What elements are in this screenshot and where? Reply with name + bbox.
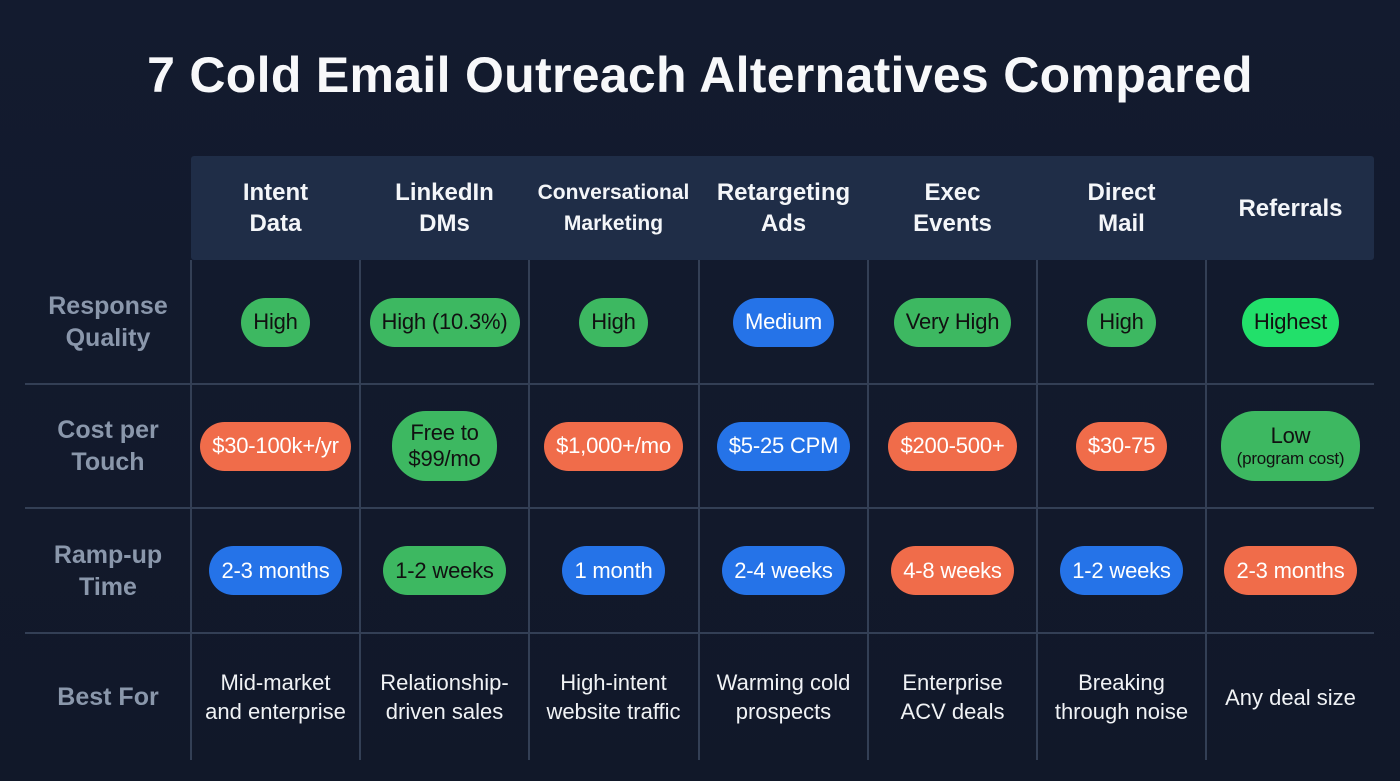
row-label-ramp-up-time: Ramp-up Time [53,540,163,601]
best-for-text: Warming cold prospects [716,670,851,724]
table-cell: $200-500+ [868,384,1037,508]
table-cell: Breaking through noise [1037,633,1206,761]
grid-divider [190,260,192,760]
table-cell: Mid-market and enterprise [191,633,360,761]
table-cell: $1,000+/mo [529,384,698,508]
row-label-cost-per-touch: Cost per Touch [57,416,159,476]
column-header-retargeting-ads: Retargeting Ads [716,179,851,237]
status-badge: Very High [893,297,1012,347]
table-cell: 2-3 months [1206,508,1375,633]
table-cell: 2-3 months [191,508,360,633]
table-cell: Very High [868,260,1037,384]
grid-divider [25,383,1374,385]
status-badge: 1-2 weeks [383,546,506,595]
status-badge: $30-100k+/yr [200,421,351,471]
column-header-direct-mail: Direct Mail [1087,179,1156,237]
table-cell: Enterprise ACV deals [868,633,1037,761]
table-cell: $30-100k+/yr [191,384,360,508]
table-cell: Low (program cost) [1206,384,1375,508]
best-for-text: Relationship- driven sales [380,670,509,724]
best-for-text: Enterprise ACV deals [900,670,1005,724]
status-badge: $200-500+ [888,421,1017,471]
table-cell: High-intent website traffic [529,633,698,761]
grid-divider [698,260,700,760]
status-badge: Free to $99/mo [392,411,497,481]
grid-divider [1205,260,1207,760]
row-label-response-quality: Response Quality [48,292,168,352]
table-cell: 1-2 weeks [1037,508,1206,633]
status-badge: 2-4 weeks [722,546,845,595]
table-cell: High [529,260,698,384]
status-badge: 4-8 weeks [891,546,1014,595]
table-cell: High [1037,260,1206,384]
row-label-best-for: Best For [57,683,159,711]
grid-divider [25,507,1374,509]
table-cell: Warming cold prospects [699,633,868,761]
status-badge: Medium [732,297,835,347]
table-cell: 1 month [529,508,698,633]
column-header-linkedin-dms: LinkedIn DMs [395,179,494,237]
table-cell: Free to $99/mo [360,384,529,508]
table-cell: Highest [1206,260,1375,384]
grid-divider [528,260,530,760]
table-cell: High [191,260,360,384]
table-cell: $5-25 CPM [699,384,868,508]
table-cell: 4-8 weeks [868,508,1037,633]
grid-divider [25,632,1374,634]
grid-divider [1036,260,1038,760]
best-for-text: Breaking through noise [1054,670,1189,724]
badge-line-1: Low [1270,423,1311,448]
badge-line-1: Free to [410,420,479,445]
column-header-band [191,156,1374,260]
status-badge: Low (program cost) [1220,411,1361,481]
status-badge: $1,000+/mo [544,421,683,471]
column-header-conversational-marketing: Conversational Marketing [537,181,690,235]
status-badge: $5-25 CPM [716,421,851,471]
column-header-exec-events: Exec Events [913,179,992,237]
best-for-text: High-intent website traffic [546,670,681,724]
status-badge: High [579,297,648,347]
table-cell: 1-2 weeks [360,508,529,633]
status-badge: 1 month [562,546,665,595]
status-badge: 2-3 months [1224,546,1357,595]
grid-divider [867,260,869,760]
status-badge: High [241,297,310,347]
page-title: 7 Cold Email Outreach Alternatives Compa… [147,47,1253,103]
table-cell: Any deal size [1206,633,1375,761]
best-for-text: Any deal size [1225,684,1356,710]
grid-divider [359,260,361,760]
status-badge: High [1087,297,1156,347]
badge-line-2: $99/mo [408,446,481,471]
table-cell: 2-4 weeks [699,508,868,633]
status-badge: High (10.3%) [369,297,520,347]
column-header-intent-data: Intent Data [242,179,309,237]
status-badge: 2-3 months [209,546,342,595]
badge-line-2: (program cost) [1236,449,1345,468]
table-cell: Relationship- driven sales [360,633,529,761]
table-cell: Medium [699,260,868,384]
status-badge: 1-2 weeks [1060,546,1183,595]
best-for-text: Mid-market and enterprise [205,670,346,724]
table-cell: $30-75 [1037,384,1206,508]
status-badge: $30-75 [1075,421,1168,471]
table-cell: High (10.3%) [360,260,529,384]
status-badge: Highest [1241,297,1340,347]
column-header-referrals: Referrals [1238,194,1343,222]
